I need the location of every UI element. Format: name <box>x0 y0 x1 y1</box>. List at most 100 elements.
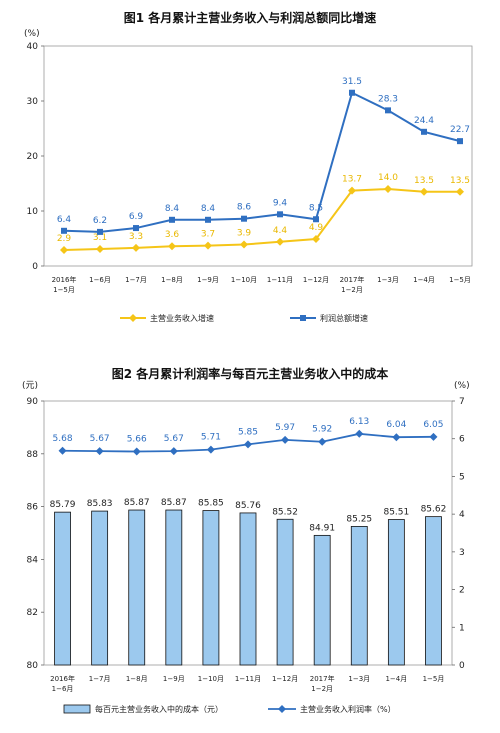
chart-1-point <box>421 128 427 135</box>
chart-2-right-tick-label: 1 <box>459 623 465 633</box>
chart-1-point <box>204 241 212 250</box>
chart-2-bar-label: 85.79 <box>50 500 76 510</box>
chart-1-x-tick-label: 1−8月 <box>161 276 183 284</box>
chart-2-point <box>429 432 438 441</box>
chart-1-x-tick-label: 1−9月 <box>197 276 219 284</box>
chart-2-x-tick-label: 1−4月 <box>385 675 407 683</box>
chart-2-legend-marker <box>278 705 286 713</box>
chart-1-x-tick-label: 1−5月 <box>449 276 471 284</box>
chart-1-data-label: 8.4 <box>165 204 180 214</box>
chart-2-point <box>244 440 252 449</box>
chart-2-bar <box>54 511 71 666</box>
chart-2-bar-label: 85.87 <box>124 498 150 508</box>
chart-1-point <box>385 107 391 114</box>
chart-1-x-tick-label: 1−2月 <box>341 286 363 294</box>
chart-2-right-tick-label: 3 <box>459 548 465 558</box>
chart-1-point <box>205 216 211 223</box>
chart-2-left-tick-label: 80 <box>27 661 39 671</box>
chart-1-x-tick-label: 2016年 <box>52 275 77 284</box>
chart-2-line-label: 5.67 <box>90 434 110 444</box>
chart-1-data-label: 22.7 <box>450 125 470 135</box>
chart-1-data-label: 3.6 <box>165 230 180 240</box>
chart-1-series-line <box>63 187 460 252</box>
chart-1-data-label: 6.9 <box>129 212 144 222</box>
chart-2-legend-swatch <box>63 704 91 714</box>
chart-1-point <box>132 243 140 252</box>
chart-1-data-label: 28.3 <box>378 94 398 104</box>
chart-2-line-label: 5.67 <box>164 434 184 444</box>
chart-1-x-tick-label: 1−7月 <box>125 276 147 284</box>
chart-2-bar <box>276 518 294 666</box>
chart-2-bar <box>239 512 257 666</box>
chart-2: 图2 各月累计利润率与每百元主营业务收入中的成本 (元) (%) 80 82 84 86 88… <box>22 366 470 714</box>
chart-2-bar <box>387 519 405 666</box>
chart-2-point <box>318 437 327 446</box>
chart-1-title: 图1 各月累计主营业务收入与利润总额同比增速 <box>124 10 377 25</box>
chart-1-series-line <box>63 91 461 233</box>
chart-1-y-unit: (%) <box>24 29 40 39</box>
chart-1-data-label: 2.9 <box>57 234 72 244</box>
chart-1-legend-marker <box>300 315 306 321</box>
chart-1-point <box>96 244 104 253</box>
chart-2-bar-label: 85.76 <box>235 501 261 511</box>
chart-2-right-tick-label: 7 <box>459 397 465 407</box>
chart-2-bar-label: 85.87 <box>161 498 187 508</box>
chart-2-line-label: 5.85 <box>238 427 258 437</box>
chart-1-legend-label: 利润总额增速 <box>320 313 368 323</box>
chart-1-data-label: 4.9 <box>309 223 324 233</box>
chart-2-line-label: 5.97 <box>275 423 295 433</box>
chart-2-point <box>281 435 290 444</box>
chart-1-point <box>133 225 139 232</box>
chart-1-y-tick-label: 30 <box>27 97 39 107</box>
chart-2-left-tick-label: 90 <box>27 397 39 407</box>
chart-1-data-label: 8.4 <box>201 204 216 214</box>
chart-1-x-tick-label: 1−5月 <box>53 286 75 294</box>
chart-2-line-label: 5.68 <box>53 434 73 444</box>
chart-1-data-label: 3.1 <box>93 233 107 243</box>
chart-2-bar-label: 84.91 <box>309 523 335 533</box>
chart-2-line-label: 5.71 <box>201 433 221 443</box>
chart-1-x-tick-label: 1−4月 <box>413 276 435 284</box>
chart-2-left-tick-label: 88 <box>27 450 39 460</box>
chart-2-title: 图2 各月累计利润率与每百元主营业务收入中的成本 <box>112 366 389 381</box>
chart-1-y-tick-label: 40 <box>27 42 39 52</box>
chart-1-point <box>348 186 356 195</box>
chart-2-legend-label: 主营业务收入利润率（%） <box>300 704 396 714</box>
chart-2-bar-label: 85.51 <box>383 508 409 518</box>
chart-1-point <box>457 138 463 145</box>
chart-2-point <box>206 445 215 454</box>
chart-2-right-unit: (%) <box>454 381 470 391</box>
chart-2-line-label: 5.66 <box>127 435 147 445</box>
chart-1-data-label: 3.3 <box>129 232 143 242</box>
chart-2-x-tick-label: 1−9月 <box>163 675 185 683</box>
chart-2-bar-label: 85.85 <box>198 499 224 509</box>
chart-1-point <box>97 228 103 235</box>
chart-2-point <box>58 446 67 455</box>
chart-2-bar <box>202 510 220 666</box>
chart-1-point <box>169 216 175 223</box>
chart-1-x-tick-label: 1−10月 <box>231 276 257 284</box>
chart-2-x-tick-label: 1−11月 <box>235 675 261 683</box>
chart-1-data-label: 8.5 <box>309 203 323 213</box>
chart-1-point <box>168 242 176 251</box>
chart-2-left-unit: (元) <box>22 381 38 391</box>
chart-1-point <box>240 240 248 249</box>
chart-1-point <box>313 216 319 223</box>
chart-2-bar <box>91 510 109 666</box>
chart-2-bar <box>165 509 183 666</box>
chart-1-data-label: 24.4 <box>414 116 434 126</box>
chart-2-point <box>132 447 141 456</box>
chart-1-x-tick-label: 1−6月 <box>89 276 111 284</box>
chart-1-point <box>276 237 284 246</box>
chart-2-x-tick-label: 1−2月 <box>311 685 333 693</box>
chart-1-data-label: 8.6 <box>237 203 252 213</box>
chart-2-right-tick-label: 5 <box>459 472 465 482</box>
chart-1-data-label: 3.9 <box>237 229 252 239</box>
chart-1-y-tick-label: 10 <box>27 207 39 217</box>
chart-2-right-tick-label: 6 <box>459 435 465 445</box>
chart-2-x-tick-label: 1−12月 <box>272 675 298 683</box>
chart-1-data-label: 3.7 <box>201 230 215 240</box>
chart-2-bar-label: 85.25 <box>346 514 372 524</box>
chart-1-point <box>312 235 320 244</box>
